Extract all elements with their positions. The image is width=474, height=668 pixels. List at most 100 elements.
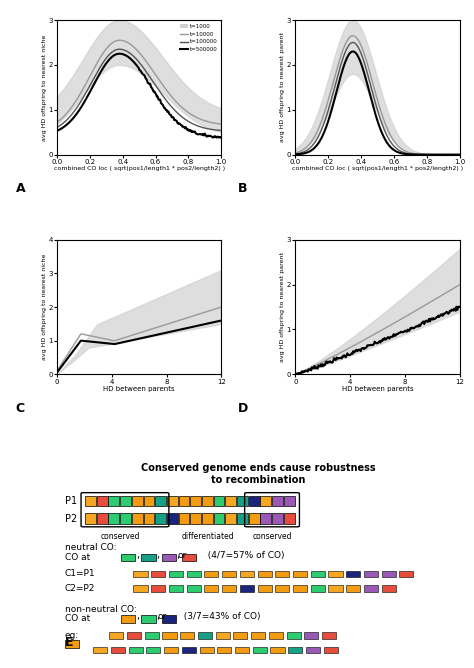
FancyBboxPatch shape [169,585,183,592]
FancyBboxPatch shape [190,513,201,524]
FancyBboxPatch shape [382,570,396,577]
Text: ,: , [156,550,160,560]
FancyBboxPatch shape [109,632,123,639]
Y-axis label: avg HD offspring to nearest niche: avg HD offspring to nearest niche [42,254,47,360]
FancyBboxPatch shape [109,496,119,506]
FancyBboxPatch shape [151,570,165,577]
Y-axis label: avg HD offspring to nearest niche: avg HD offspring to nearest niche [42,34,47,140]
X-axis label: HD between parents: HD between parents [342,386,413,392]
FancyBboxPatch shape [233,632,247,639]
FancyBboxPatch shape [284,496,294,506]
Text: B: B [238,182,247,195]
FancyBboxPatch shape [163,632,176,639]
Legend: t=1000, t=10000, t=100000, t=500000: t=1000, t=10000, t=100000, t=500000 [179,23,219,53]
FancyBboxPatch shape [270,647,284,653]
FancyBboxPatch shape [162,615,176,623]
Text: CO at: CO at [65,614,90,623]
FancyBboxPatch shape [382,585,396,592]
FancyBboxPatch shape [167,513,178,524]
FancyBboxPatch shape [257,570,272,577]
FancyBboxPatch shape [214,513,225,524]
FancyBboxPatch shape [97,513,108,524]
FancyBboxPatch shape [293,570,307,577]
FancyBboxPatch shape [151,585,165,592]
X-axis label: combined CO loc ( sqrt(pos1/length1 * pos2/length2) ): combined CO loc ( sqrt(pos1/length1 * po… [292,166,463,171]
FancyBboxPatch shape [109,513,119,524]
Text: conserved: conserved [252,532,292,540]
FancyBboxPatch shape [169,570,183,577]
FancyBboxPatch shape [133,570,147,577]
Y-axis label: avg HD offspring to nearest parent: avg HD offspring to nearest parent [280,252,285,362]
FancyBboxPatch shape [85,496,96,506]
Text: Conserved genome ends cause robustness
to recombination: Conserved genome ends cause robustness t… [141,464,375,485]
FancyBboxPatch shape [190,496,201,506]
FancyBboxPatch shape [85,513,96,524]
FancyBboxPatch shape [272,496,283,506]
FancyBboxPatch shape [260,513,271,524]
FancyBboxPatch shape [128,647,143,653]
FancyBboxPatch shape [145,632,159,639]
FancyBboxPatch shape [155,513,166,524]
FancyBboxPatch shape [286,632,301,639]
FancyBboxPatch shape [364,570,378,577]
FancyBboxPatch shape [222,570,236,577]
FancyBboxPatch shape [240,570,254,577]
Text: C1=P1: C1=P1 [65,569,96,578]
FancyBboxPatch shape [202,513,213,524]
FancyBboxPatch shape [237,496,248,506]
FancyBboxPatch shape [275,570,289,577]
FancyBboxPatch shape [164,647,178,653]
Text: neutral CO:: neutral CO: [65,543,117,552]
FancyBboxPatch shape [240,585,254,592]
FancyBboxPatch shape [222,585,236,592]
FancyBboxPatch shape [127,632,141,639]
Text: C2=P2: C2=P2 [65,584,95,593]
X-axis label: HD between parents: HD between parents [103,386,175,392]
FancyBboxPatch shape [225,496,236,506]
Text: non-neutral CO:: non-neutral CO: [65,605,137,614]
Text: ,: , [136,611,139,621]
FancyBboxPatch shape [237,513,248,524]
FancyBboxPatch shape [216,632,230,639]
FancyBboxPatch shape [132,513,143,524]
Y-axis label: avg HD offspring to nearest parent: avg HD offspring to nearest parent [280,32,285,142]
Text: or: or [178,550,187,560]
FancyBboxPatch shape [182,554,196,561]
FancyBboxPatch shape [284,513,294,524]
Text: ,: , [156,611,160,621]
FancyBboxPatch shape [198,632,212,639]
FancyBboxPatch shape [180,632,194,639]
FancyBboxPatch shape [187,570,201,577]
FancyBboxPatch shape [121,615,136,623]
Text: (4/7=57% of CO): (4/7=57% of CO) [202,550,284,560]
FancyBboxPatch shape [328,570,343,577]
FancyBboxPatch shape [120,496,131,506]
FancyBboxPatch shape [269,632,283,639]
FancyBboxPatch shape [275,585,289,592]
FancyBboxPatch shape [179,496,190,506]
FancyBboxPatch shape [272,513,283,524]
FancyBboxPatch shape [217,647,231,653]
Text: differentiated: differentiated [182,532,234,540]
FancyBboxPatch shape [155,496,166,506]
FancyBboxPatch shape [204,585,219,592]
FancyBboxPatch shape [120,513,131,524]
FancyBboxPatch shape [141,554,155,561]
FancyBboxPatch shape [293,585,307,592]
FancyBboxPatch shape [133,585,147,592]
Text: C: C [16,402,25,415]
Text: or: or [157,612,167,621]
Text: E: E [65,636,73,649]
FancyBboxPatch shape [111,647,125,653]
FancyBboxPatch shape [225,513,236,524]
Text: conserved: conserved [100,532,140,540]
Text: CO at: CO at [65,552,90,562]
FancyBboxPatch shape [187,585,201,592]
FancyBboxPatch shape [253,647,267,653]
FancyBboxPatch shape [141,615,155,623]
X-axis label: combined CO loc ( sqrt(pos1/length1 * pos2/length2) ): combined CO loc ( sqrt(pos1/length1 * po… [54,166,225,171]
FancyBboxPatch shape [167,496,178,506]
FancyBboxPatch shape [97,496,108,506]
FancyBboxPatch shape [121,554,136,561]
Text: P2: P2 [65,514,77,524]
